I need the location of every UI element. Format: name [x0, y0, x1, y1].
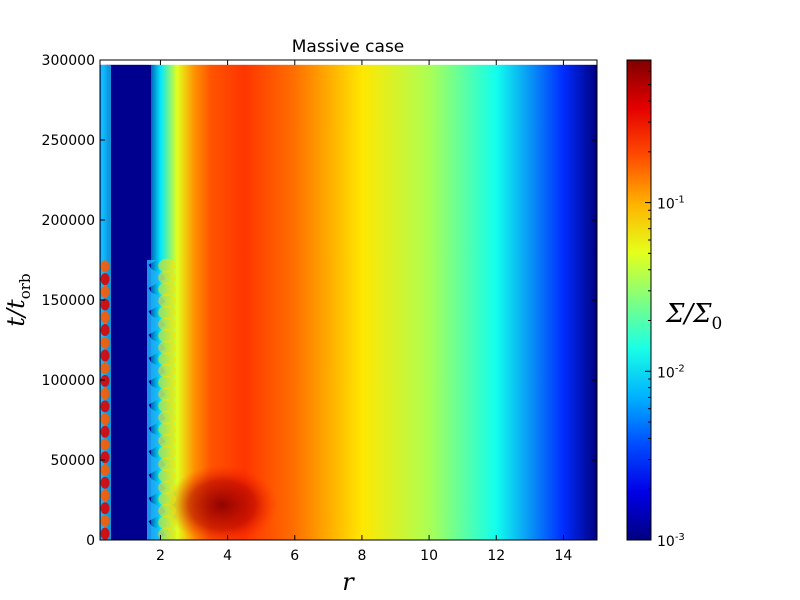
inner-blob: [100, 260, 110, 273]
gap-edge-ripples: [147, 258, 177, 540]
inner-blob: [100, 349, 110, 362]
inner-blob: [100, 374, 110, 387]
y-tick-label: 50000: [50, 453, 95, 469]
inner-blob: [100, 451, 110, 464]
ripple-spot: [158, 363, 177, 378]
y-tick-label: 150000: [42, 293, 95, 309]
chart-title: Massive case: [292, 37, 405, 57]
inner-blob: [100, 298, 110, 311]
colorbar-tick-label: 10-1: [657, 195, 685, 213]
colorbar-label: Σ/Σ0: [665, 299, 722, 334]
inner-blob: [100, 285, 110, 298]
y-axis-label: t/torb: [2, 273, 34, 326]
y-tick-label: 0: [86, 533, 95, 549]
x-tick-label: 6: [290, 548, 299, 564]
ripple-spot: [158, 445, 177, 460]
inner-blob: [100, 476, 110, 489]
inner-blob: [100, 400, 110, 413]
x-axis: 2 4 6 8 10 12 14: [156, 60, 572, 564]
ripple-spot: [158, 410, 177, 425]
inner-blob: [100, 514, 110, 527]
inner-hotspot: [167, 465, 277, 540]
y-axis-label-sub: orb: [16, 273, 34, 299]
ripple-spot: [158, 422, 177, 437]
y-axis: 0 50000 100000 150000 200000 250000 300000: [42, 53, 597, 549]
ripple-spot: [158, 492, 177, 507]
ripple-spot: [158, 317, 177, 332]
ripple-spot: [158, 258, 177, 273]
y-tick-label: 300000: [42, 53, 95, 69]
ripple-spot: [158, 480, 177, 495]
y-tick-label: 100000: [42, 373, 95, 389]
inner-blob: [100, 527, 110, 540]
colorbar-label-main: Σ/Σ: [665, 299, 712, 329]
plot-area: [100, 64, 597, 540]
ripple-spot: [158, 527, 177, 540]
inner-blob: [100, 489, 110, 502]
inner-gap-band: [111, 65, 151, 540]
y-tick-label: 200000: [42, 213, 95, 229]
ripple-spot: [158, 387, 177, 402]
y-axis-label-main: t/t: [2, 299, 30, 327]
ripple-spot: [158, 433, 177, 448]
x-tick-label: 4: [223, 548, 232, 564]
inner-blob: [100, 425, 110, 438]
inner-blob: [100, 273, 110, 286]
ripple-spot: [158, 352, 177, 367]
inner-blob: [100, 311, 110, 324]
ripple-spot: [158, 375, 177, 390]
inner-blob: [100, 387, 110, 400]
colorbar-axis: 10-3 10-2 10-1: [645, 70, 685, 550]
x-axis-label: r: [342, 568, 355, 596]
colorbar-tick-label: 10-2: [657, 363, 685, 381]
ripple-spot: [158, 398, 177, 413]
ripple-band: [147, 260, 166, 540]
x-tick-label: 12: [487, 548, 505, 564]
inner-blob: [100, 438, 110, 451]
ripple-spot: [158, 282, 177, 297]
inner-blob: [100, 336, 110, 349]
ripple-spot: [158, 457, 177, 472]
inner-blob: [100, 362, 110, 375]
heatmap-field: [100, 64, 597, 540]
ripple-spot: [158, 293, 177, 308]
y-tick-label: 250000: [42, 133, 95, 149]
ripple-spot: [158, 340, 177, 355]
inner-blob: [100, 502, 110, 515]
ripple-spot: [158, 468, 177, 483]
x-tick-label: 2: [156, 548, 165, 564]
ripple-spot: [158, 503, 177, 518]
ripple-spot: [158, 515, 177, 530]
colorbar-label-sub: 0: [712, 314, 723, 334]
inner-blob: [100, 464, 110, 476]
ripple-spot: [158, 328, 177, 343]
inner-blob: [100, 324, 110, 336]
colorbar-tick-label: 10-3: [657, 532, 685, 550]
ripple-spot: [158, 305, 177, 320]
inner-blob: [100, 413, 110, 426]
x-tick-label: 14: [555, 548, 573, 564]
inner-disk-blobs: [100, 260, 110, 540]
ripple-spot: [158, 270, 177, 285]
x-tick-label: 10: [420, 548, 438, 564]
x-tick-label: 8: [357, 548, 366, 564]
colorbar: [626, 59, 652, 541]
